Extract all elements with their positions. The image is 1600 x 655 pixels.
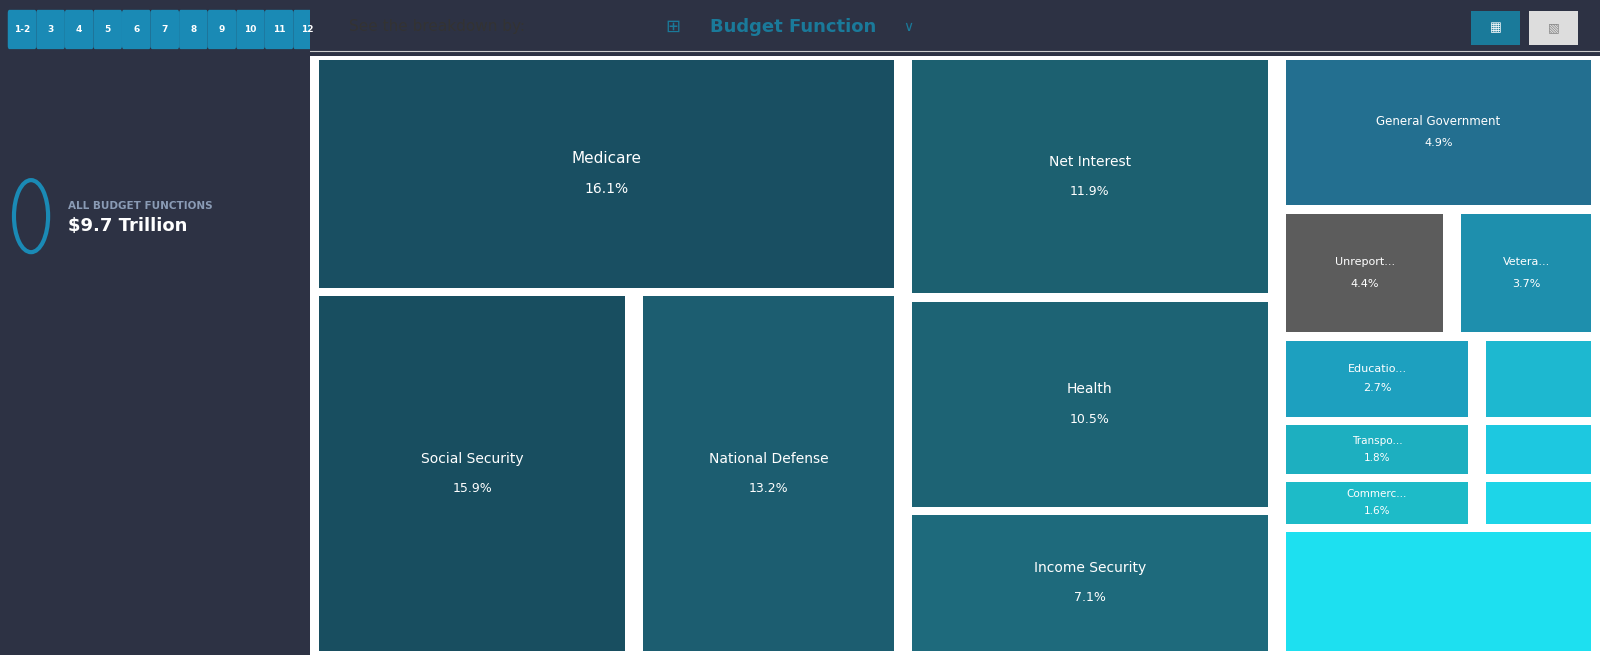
- Text: 3.7%: 3.7%: [1512, 279, 1541, 289]
- Bar: [1486, 426, 1590, 474]
- Bar: [643, 296, 894, 651]
- Text: Health: Health: [1067, 382, 1112, 396]
- Bar: [1286, 482, 1469, 524]
- Text: Vetera...: Vetera...: [1502, 257, 1550, 267]
- Text: 13.2%: 13.2%: [749, 482, 789, 495]
- Text: ▦: ▦: [1490, 22, 1501, 34]
- Text: 4: 4: [75, 25, 82, 34]
- FancyBboxPatch shape: [293, 10, 322, 49]
- Text: 5: 5: [104, 25, 110, 34]
- FancyBboxPatch shape: [1470, 11, 1520, 45]
- Text: 1.8%: 1.8%: [1363, 453, 1390, 463]
- Text: 4.9%: 4.9%: [1424, 138, 1453, 148]
- FancyBboxPatch shape: [179, 10, 208, 49]
- Text: 2.7%: 2.7%: [1363, 383, 1392, 394]
- Text: $9.7 Trillion: $9.7 Trillion: [69, 217, 187, 235]
- Bar: [1461, 214, 1590, 332]
- Text: Transpo...: Transpo...: [1352, 436, 1402, 446]
- Text: ⊞: ⊞: [666, 18, 680, 36]
- Text: 12: 12: [301, 25, 314, 34]
- Text: 8: 8: [190, 25, 197, 34]
- FancyBboxPatch shape: [237, 10, 264, 49]
- Text: General Government: General Government: [1376, 115, 1501, 128]
- Bar: [1486, 482, 1590, 524]
- Text: Medicare: Medicare: [571, 151, 642, 166]
- Text: Unreport...: Unreport...: [1334, 257, 1395, 267]
- Text: National Defense: National Defense: [709, 451, 829, 466]
- FancyBboxPatch shape: [37, 10, 66, 49]
- Bar: [912, 515, 1267, 651]
- Bar: [1486, 341, 1590, 417]
- FancyBboxPatch shape: [122, 10, 150, 49]
- Text: Budget Function: Budget Function: [710, 18, 877, 36]
- Bar: [1286, 214, 1443, 332]
- Text: 10: 10: [245, 25, 256, 34]
- Text: ∨: ∨: [904, 20, 914, 33]
- Text: Commerc...: Commerc...: [1347, 489, 1406, 499]
- Text: 1-2: 1-2: [14, 25, 30, 34]
- Text: 7: 7: [162, 25, 168, 34]
- Text: 6: 6: [133, 25, 139, 34]
- Text: Social Security: Social Security: [421, 451, 523, 466]
- Text: 16.1%: 16.1%: [584, 182, 629, 196]
- FancyBboxPatch shape: [150, 10, 179, 49]
- FancyBboxPatch shape: [264, 10, 293, 49]
- Text: Net Interest: Net Interest: [1050, 155, 1131, 168]
- Bar: [320, 296, 626, 651]
- Circle shape: [19, 191, 43, 241]
- Bar: [912, 302, 1267, 506]
- Bar: [1286, 60, 1590, 205]
- Text: Educatio...: Educatio...: [1347, 364, 1406, 374]
- Text: Income Security: Income Security: [1034, 561, 1146, 575]
- Text: ▧: ▧: [1547, 22, 1560, 34]
- FancyBboxPatch shape: [208, 10, 237, 49]
- FancyBboxPatch shape: [8, 10, 37, 49]
- Text: 4.4%: 4.4%: [1350, 279, 1379, 289]
- Text: 10.5%: 10.5%: [1070, 413, 1110, 426]
- Text: 1.6%: 1.6%: [1363, 506, 1390, 516]
- Bar: [320, 60, 894, 288]
- Text: 11: 11: [272, 25, 285, 34]
- Text: 7.1%: 7.1%: [1074, 591, 1106, 605]
- FancyBboxPatch shape: [93, 10, 122, 49]
- Text: See the breakdown by:: See the breakdown by:: [349, 19, 525, 34]
- Text: 9: 9: [219, 25, 226, 34]
- Text: 15.9%: 15.9%: [453, 482, 493, 495]
- Text: ALL BUDGET FUNCTIONS: ALL BUDGET FUNCTIONS: [69, 201, 213, 212]
- Bar: [1286, 426, 1469, 474]
- FancyBboxPatch shape: [1530, 11, 1578, 45]
- Text: 3: 3: [48, 25, 54, 34]
- Bar: [1286, 532, 1590, 651]
- Text: 11.9%: 11.9%: [1070, 185, 1110, 198]
- FancyBboxPatch shape: [66, 10, 93, 49]
- Bar: [1286, 341, 1469, 417]
- Bar: [912, 60, 1267, 293]
